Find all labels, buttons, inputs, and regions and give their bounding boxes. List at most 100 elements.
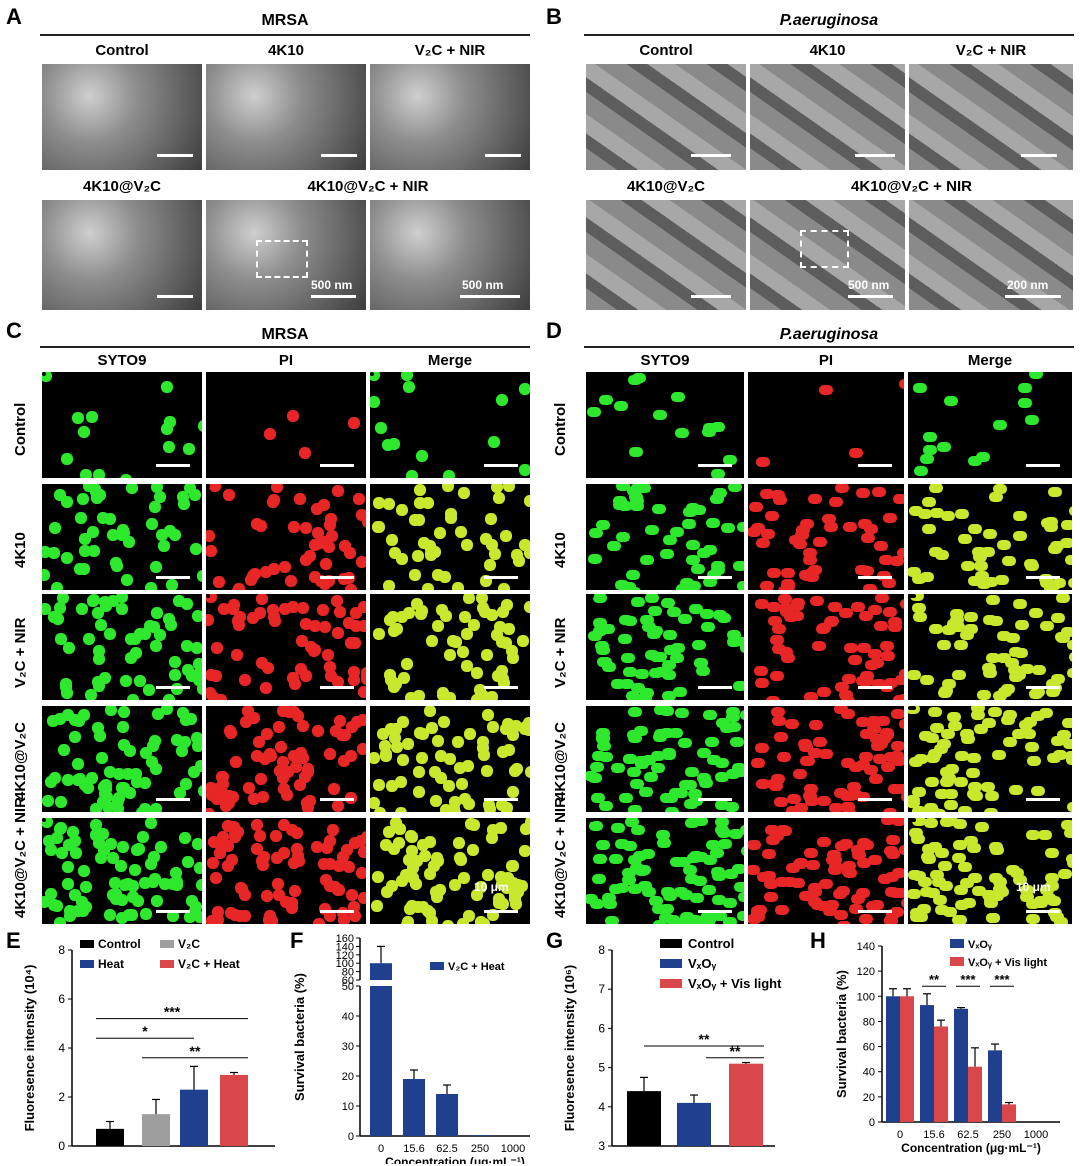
y-tick-label: 6 — [598, 1021, 605, 1035]
legend-swatch-1 — [660, 959, 682, 968]
fluor-tile — [586, 706, 744, 812]
fluor-tile — [42, 594, 202, 700]
y-axis-label: Fluoresence intensity (10⁴) — [22, 965, 37, 1132]
y-tick-label: 3 — [598, 1139, 605, 1153]
panel-c-row-v2c-nir: V₂C + NIR — [12, 617, 29, 688]
panel-a-col-control: Control — [95, 42, 149, 59]
fluor-tile — [748, 372, 904, 478]
bar-0 — [96, 1128, 124, 1146]
sem-a-v2c-nir — [370, 64, 530, 170]
scale-label-d: 10 μm — [1016, 880, 1051, 894]
panel-label-f: F — [290, 928, 304, 953]
y-tick-label: 6 — [58, 992, 65, 1006]
panel-d-col-merge: Merge — [967, 352, 1013, 369]
y-tick-label: 120 — [336, 950, 354, 962]
bar-s0-2 — [954, 1008, 968, 1122]
y-tick-label: 8 — [58, 943, 65, 957]
y-tick-label: 10 — [342, 1101, 354, 1113]
bar-s1-3 — [1002, 1104, 1016, 1122]
bar-s0-1 — [920, 1005, 934, 1122]
fluor-tile — [42, 372, 202, 478]
chart-g: 3 4 5 6 7 8 Fluoresence intensity (10⁶) Control… — [562, 936, 782, 1153]
bar-0-lower — [370, 986, 392, 1136]
panel-label-a: A — [6, 4, 22, 29]
sem-b-4k10 — [750, 64, 905, 170]
legend-swatch-0 — [950, 939, 964, 948]
sig-label-0: ** — [699, 1031, 710, 1047]
panel-d-row-v2c-nir: V₂C + NIR — [552, 617, 569, 688]
panel-b-col-v2c-nir: V₂C + NIR — [955, 42, 1027, 59]
bar-2 — [180, 1089, 208, 1146]
x-tick-label: 0 — [897, 1129, 903, 1141]
panel-d-row-4k10v2c: 4K10@V₂C — [552, 722, 569, 800]
x-tick-label: 0 — [378, 1143, 384, 1155]
y-tick-label: 5 — [598, 1061, 605, 1075]
bar-2 — [436, 1094, 458, 1136]
scale-label-c: 10 μm — [474, 880, 509, 894]
panel-a-col-4k10: 4K10 — [268, 42, 304, 59]
fluor-tile — [586, 484, 744, 590]
bar-3 — [220, 1074, 248, 1146]
y-tick-label: 140 — [336, 941, 354, 953]
bar-s1-2 — [968, 1066, 982, 1122]
fluor-tile — [748, 706, 904, 812]
fluor-tile — [908, 818, 1072, 924]
scale-label-a2: 500 nm — [462, 278, 504, 292]
panel-d-title: P.aeruginosa — [779, 326, 879, 343]
fluor-tile — [206, 594, 366, 700]
panel-d-rule — [584, 346, 1074, 348]
fluor-tile — [370, 372, 530, 478]
legend-label: V₂C + Heat — [448, 961, 505, 973]
panel-b-rule — [584, 34, 1074, 36]
sig-label-1: ** — [730, 1043, 741, 1059]
legend-swatch — [430, 962, 444, 970]
fluor-tile — [206, 372, 366, 478]
legend-swatch-3 — [160, 960, 174, 968]
y-axis-label: Fluoresence intensity (10⁶) — [562, 965, 577, 1131]
panel-a-rule — [40, 34, 530, 36]
fluor-tile — [908, 484, 1072, 590]
sig-label-0: ** — [929, 972, 940, 987]
legend-label-1: V₂C — [178, 937, 200, 951]
y-axis-label: Survival bacteria (%) — [292, 973, 307, 1101]
y-tick-label: 40 — [342, 1011, 354, 1023]
legend-swatch-2 — [80, 960, 94, 968]
x-axis-label: Concentration (μg·mL⁻¹) — [385, 1155, 525, 1164]
fluor-tile — [370, 818, 530, 924]
legend-label-3: V₂C + Heat — [178, 957, 240, 971]
fluor-tile — [748, 594, 904, 700]
panel-a-col-v2c-nir: V₂C + NIR — [414, 42, 486, 59]
y-tick-label: 140 — [857, 941, 875, 953]
panel-label-e: E — [6, 928, 21, 953]
bar-s1-1 — [934, 1026, 948, 1122]
legend-label-2: VₓOᵧ + Vis light — [688, 976, 782, 991]
panel-b-row2-4k10v2c: 4K10@V₂C — [627, 178, 705, 195]
y-tick-label: 0 — [348, 1131, 354, 1143]
panel-d-row-4k10v2c-nir: 4K10@V₂C + NIR — [552, 797, 569, 918]
fluor-tile — [206, 484, 366, 590]
y-tick-label: 7 — [598, 982, 605, 996]
x-tick-label: 62.5 — [436, 1143, 457, 1155]
panel-b-col-control: Control — [639, 42, 693, 59]
x-tick-label: 15.6 — [403, 1143, 424, 1155]
panel-b-row2-4k10v2c-nir: 4K10@V₂C + NIR — [851, 178, 972, 195]
panel-c-col-syto9: SYTO9 — [97, 352, 147, 369]
sem-b-control — [586, 64, 746, 170]
legend-label-2: Heat — [98, 957, 124, 971]
panel-label-b: B — [546, 4, 562, 29]
panel-label-c: C — [6, 318, 22, 343]
scale-label-b2: 200 nm — [1007, 278, 1049, 292]
y-tick-label: 120 — [857, 966, 875, 978]
x-tick-label: 250 — [993, 1129, 1011, 1141]
y-tick-label: 30 — [342, 1041, 354, 1053]
panel-d-row-4k10: 4K10 — [552, 532, 569, 568]
fluor-tile — [586, 594, 744, 700]
panel-c-row-4k10v2c-nir: 4K10@V₂C + NIR — [12, 797, 29, 918]
legend-swatch-1 — [160, 940, 174, 948]
legend-label-1: VₓOᵧ — [688, 956, 717, 971]
sig-label-1: *** — [960, 972, 976, 987]
y-tick-label: 80 — [863, 1016, 875, 1028]
x-tick-label: 15.6 — [923, 1129, 944, 1141]
fluor-tile — [586, 372, 744, 478]
